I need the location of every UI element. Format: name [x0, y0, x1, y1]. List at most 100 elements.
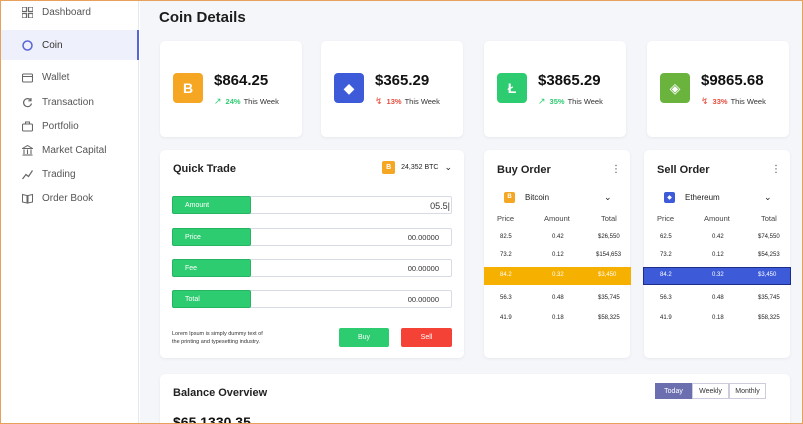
page-title: Coin Details: [159, 9, 246, 26]
refresh-icon: [22, 97, 33, 108]
total-cell: $154,653: [596, 252, 622, 258]
coin-icon: [22, 39, 33, 51]
table-row[interactable]: 82.5 0.42 $26,550: [484, 229, 630, 247]
price-field[interactable]: Price 00.00000: [172, 228, 452, 246]
column-header: Amount: [704, 214, 730, 223]
sidebar-item-label: Dashboard: [42, 6, 91, 18]
sidebar-item-label: Transaction: [42, 96, 94, 108]
coin-selector[interactable]: ◆ Ethereum ⌄: [664, 190, 772, 204]
total-cell: $58,325: [598, 315, 620, 321]
table-row[interactable]: 73.2 0.12 $154,653: [484, 247, 630, 265]
field-label: Total: [172, 290, 251, 308]
coin-card-ethereum[interactable]: ◆ $365.29 ↯ 13% This Week: [321, 41, 463, 137]
coin-change: ↗ 24% This Week: [214, 96, 279, 107]
chevron-down-icon: ⌄: [604, 191, 612, 202]
trend-up-icon: ↗: [214, 96, 222, 106]
balance-selector[interactable]: B 24,352 BTC ⌄: [382, 161, 452, 174]
trend-down-icon: ↯: [375, 96, 383, 106]
grid-icon: [22, 6, 33, 18]
amount-cell: 0.32: [552, 272, 564, 278]
field-value: 00.00000: [407, 264, 439, 273]
fee-field[interactable]: Fee 00.00000: [172, 259, 452, 277]
total-field[interactable]: Total 00.00000: [172, 290, 452, 308]
amount-cell: 0.12: [712, 252, 724, 258]
amount-cell: 0.32: [712, 272, 724, 278]
total-cell: $74,550: [758, 234, 780, 240]
table-row[interactable]: 41.9 0.18 $58,325: [484, 310, 630, 328]
coin-card-bitcoin-cash[interactable]: ◈ $9865.68 ↯ 33% This Week: [647, 41, 789, 137]
price-cell: 56.3: [660, 295, 672, 301]
amount-cell: 0.48: [552, 295, 564, 301]
wallet-icon: [22, 72, 33, 83]
change-period: This Week: [243, 97, 279, 106]
litecoin-icon: Ł: [497, 73, 527, 103]
column-header: Total: [601, 214, 617, 223]
table-row[interactable]: 56.3 0.48 $35,745: [484, 290, 630, 308]
change-percent: 35%: [549, 97, 565, 106]
more-icon[interactable]: ⋮: [611, 164, 621, 175]
sidebar-item-label: Wallet: [42, 71, 70, 83]
sidebar-item-label: Coin: [42, 39, 63, 51]
sidebar-item-label: Trading: [42, 168, 76, 180]
sidebar-item-portfolio[interactable]: Portfolio: [0, 114, 139, 138]
sidebar-item-order-book[interactable]: Order Book: [0, 186, 139, 210]
total-cell: $3,450: [598, 272, 617, 278]
trend-down-icon: ↯: [701, 96, 709, 106]
balance-overview-panel: Balance Overview $65,1330.35 Today Weekl…: [160, 374, 790, 424]
sidebar-item-dashboard[interactable]: Dashboard: [0, 0, 139, 24]
ethereum-icon: ◆: [334, 73, 364, 103]
amount-cell: 0.12: [552, 252, 564, 258]
note-line: Lorem Ipsum is simply dummy text of: [172, 331, 263, 337]
chevron-down-icon: ⌄: [764, 191, 772, 202]
briefcase-icon: [22, 121, 33, 132]
period-tabs: Today Weekly Monthly: [655, 383, 766, 399]
buy-button[interactable]: Buy: [339, 328, 389, 347]
change-percent: 24%: [225, 97, 241, 106]
book-icon: [22, 193, 33, 204]
amount-field[interactable]: Amount 05.5|: [172, 196, 452, 214]
change-period: This Week: [404, 97, 440, 106]
selected-coin: Bitcoin: [525, 192, 550, 202]
column-header: Amount: [544, 214, 570, 223]
balance-value: 24,352 BTC: [401, 164, 439, 171]
note-line: the printing and typesetting industry.: [172, 339, 260, 345]
sell-button[interactable]: Sell: [401, 328, 452, 347]
sidebar-item-label: Portfolio: [42, 120, 79, 132]
field-value: 00.00000: [407, 295, 439, 304]
bitcoin-icon: B: [382, 161, 396, 174]
field-label: Fee: [172, 259, 251, 277]
price-cell: 73.2: [660, 252, 672, 258]
price-cell: 84.2: [660, 272, 672, 278]
table-row-highlighted[interactable]: 84.2 0.32 $3,450: [484, 267, 631, 285]
sidebar-item-coin[interactable]: Coin: [0, 30, 139, 60]
tab-weekly[interactable]: Weekly: [692, 383, 729, 399]
change-percent: 33%: [712, 97, 728, 106]
coin-selector[interactable]: B Bitcoin ⌄: [504, 190, 612, 204]
total-cell: $35,745: [758, 295, 780, 301]
sidebar-item-market-capital[interactable]: Market Capital: [0, 138, 139, 162]
coin-card-litecoin[interactable]: Ł $3865.29 ↗ 35% This Week: [484, 41, 626, 137]
quick-trade-panel: Quick Trade B 24,352 BTC ⌄ Amount 05.5| …: [160, 150, 464, 358]
table-row-highlighted[interactable]: 84.2 0.32 $3,450: [643, 267, 791, 285]
coin-price: $3865.29: [538, 72, 601, 89]
table-row[interactable]: 62.5 0.42 $74,550: [644, 229, 790, 247]
amount-cell: 0.18: [712, 315, 724, 321]
sidebar-item-trading[interactable]: Trading: [0, 162, 139, 186]
more-icon[interactable]: ⋮: [771, 164, 781, 175]
table-row[interactable]: 73.2 0.12 $54,253: [644, 247, 790, 265]
tab-today[interactable]: Today: [655, 383, 692, 399]
trend-up-icon: ↗: [538, 96, 546, 106]
coin-card-bitcoin[interactable]: B $864.25 ↗ 24% This Week: [160, 41, 302, 137]
sidebar-item-transaction[interactable]: Transaction: [0, 90, 139, 114]
amount-cell: 0.42: [712, 234, 724, 240]
sidebar-item-wallet[interactable]: Wallet: [0, 65, 139, 89]
table-row[interactable]: 41.9 0.18 $58,325: [644, 310, 790, 328]
amount-cell: 0.48: [712, 295, 724, 301]
table-row[interactable]: 56.3 0.48 $35,745: [644, 290, 790, 308]
total-cell: $58,325: [758, 315, 780, 321]
quick-trade-title: Quick Trade: [173, 163, 236, 175]
tab-monthly[interactable]: Monthly: [729, 383, 766, 399]
bitcoin-icon: B: [504, 191, 515, 203]
sidebar-item-label: Market Capital: [42, 144, 107, 156]
bitcoin-cash-icon: ◈: [660, 73, 690, 103]
